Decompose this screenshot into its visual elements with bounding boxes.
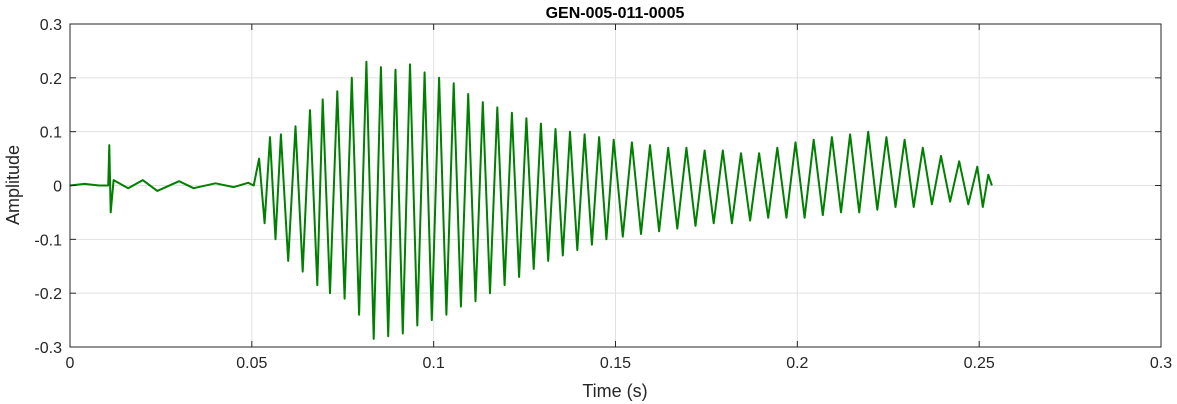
x-tick-label: 0.25 [964, 355, 995, 372]
series-layer [69, 60, 993, 340]
x-tick-label: 0 [66, 355, 75, 372]
x-tick-label: 0.1 [423, 355, 445, 372]
amplitude-series-line [69, 60, 993, 340]
x-axis-label: Time (s) [582, 381, 647, 401]
y-tick-label: -0.2 [34, 286, 62, 303]
y-tick-label: -0.3 [34, 340, 62, 357]
x-tick-label: 0.3 [1150, 355, 1172, 372]
x-tick-label: 0.2 [786, 355, 808, 372]
chart-title: GEN-005-011-0005 [546, 5, 685, 22]
y-tick-label: 0.3 [40, 17, 62, 34]
x-tick-label: 0.05 [236, 355, 267, 372]
axis-ticks: 0 0.05 0.1 0.15 0.2 0.25 0.3 -0.3 -0.2 -0.1 0 0.1 0.… [34, 17, 1172, 372]
y-axis-label: Amplitude [3, 145, 23, 225]
y-tick-label: 0.1 [40, 125, 62, 142]
x-tick-label: 0.15 [600, 355, 631, 372]
y-tick-label: 0 [53, 179, 62, 196]
y-tick-label: -0.1 [34, 232, 62, 249]
y-tick-label: 0.2 [40, 71, 62, 88]
